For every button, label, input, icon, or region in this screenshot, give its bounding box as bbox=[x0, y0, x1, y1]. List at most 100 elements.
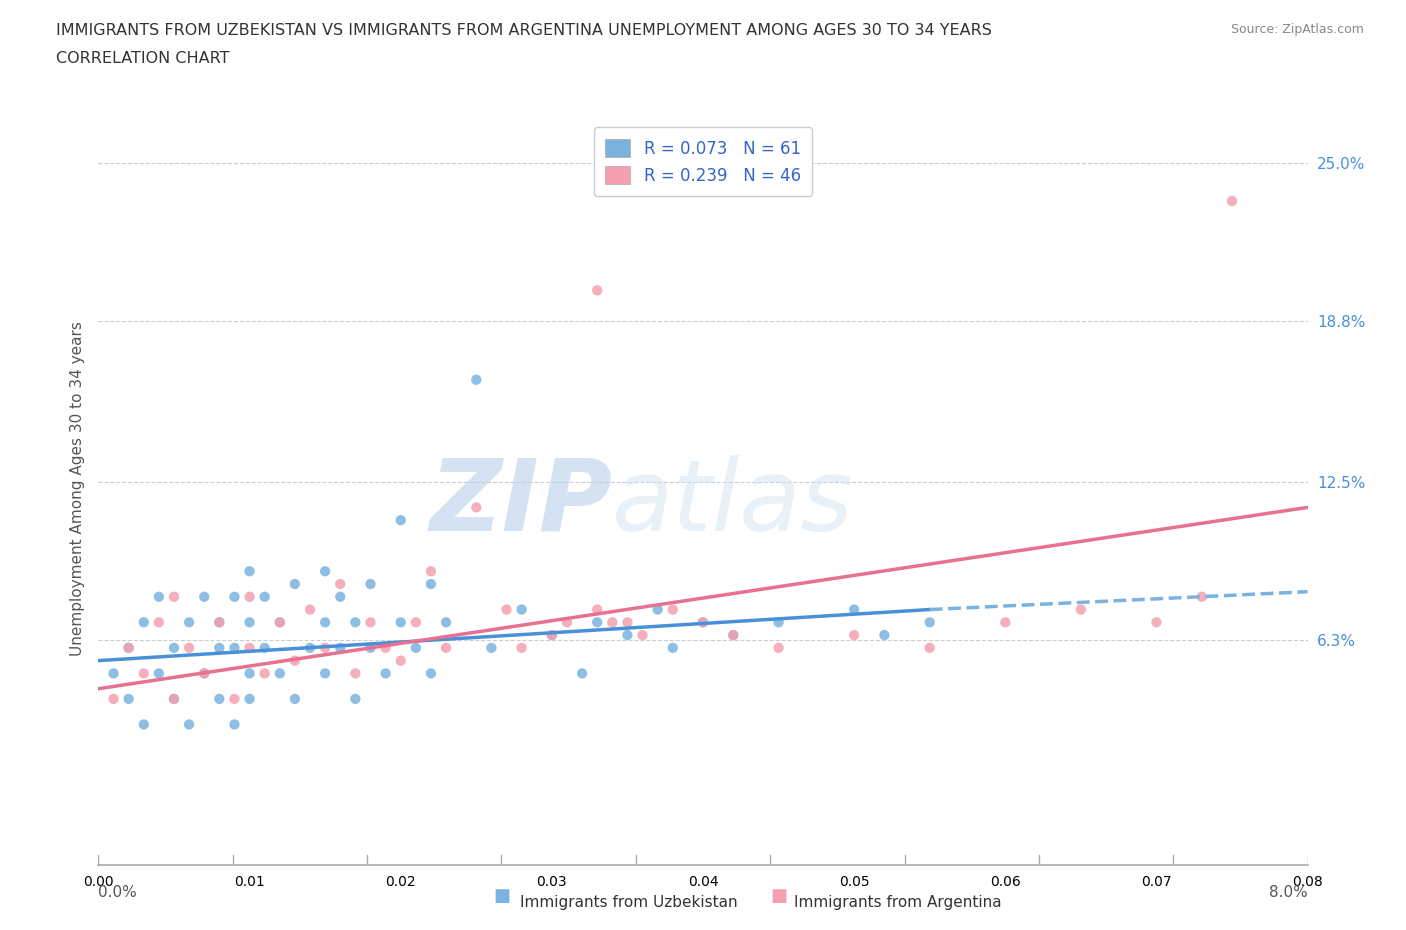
Point bbox=[586, 283, 609, 298]
Point bbox=[918, 641, 941, 656]
Y-axis label: Unemployment Among Ages 30 to 34 years: Unemployment Among Ages 30 to 34 years bbox=[69, 321, 84, 656]
Point bbox=[163, 692, 186, 707]
Point bbox=[284, 692, 307, 707]
Point bbox=[193, 590, 215, 604]
Point bbox=[555, 615, 578, 630]
Point bbox=[299, 602, 322, 617]
Point bbox=[179, 615, 201, 630]
Text: ZIP: ZIP bbox=[429, 455, 613, 551]
Point bbox=[374, 666, 396, 681]
Point bbox=[344, 615, 367, 630]
Point bbox=[420, 577, 443, 591]
Point bbox=[616, 628, 638, 643]
Point bbox=[586, 602, 609, 617]
Point bbox=[434, 641, 457, 656]
Point bbox=[344, 692, 367, 707]
Point bbox=[434, 615, 457, 630]
Point bbox=[179, 641, 201, 656]
Point bbox=[314, 641, 336, 656]
Point bbox=[118, 692, 141, 707]
Point bbox=[208, 641, 231, 656]
Point bbox=[118, 641, 141, 656]
Point bbox=[571, 666, 593, 681]
Point bbox=[692, 615, 714, 630]
Point bbox=[510, 641, 533, 656]
Point bbox=[360, 577, 382, 591]
Point bbox=[239, 692, 262, 707]
Point bbox=[389, 653, 412, 668]
Point bbox=[844, 628, 866, 643]
Legend: R = 0.073   N = 61, R = 0.239   N = 46: R = 0.073 N = 61, R = 0.239 N = 46 bbox=[593, 127, 813, 196]
Point bbox=[540, 628, 562, 643]
Point bbox=[148, 666, 170, 681]
Point bbox=[179, 717, 201, 732]
Point bbox=[692, 615, 714, 630]
Point bbox=[193, 666, 215, 681]
Point bbox=[239, 666, 262, 681]
Point bbox=[148, 590, 170, 604]
Point bbox=[224, 590, 246, 604]
Point bbox=[1146, 615, 1168, 630]
Point bbox=[269, 615, 291, 630]
Point bbox=[148, 615, 170, 630]
Point bbox=[389, 512, 412, 527]
Text: Immigrants from Uzbekistan: Immigrants from Uzbekistan bbox=[520, 895, 738, 910]
Point bbox=[768, 615, 790, 630]
Point bbox=[239, 564, 262, 578]
Point bbox=[405, 641, 427, 656]
Point bbox=[495, 602, 517, 617]
Point bbox=[208, 615, 231, 630]
Point bbox=[723, 628, 745, 643]
Point bbox=[299, 641, 322, 656]
Point bbox=[540, 628, 562, 643]
Point bbox=[602, 615, 624, 630]
Text: CORRELATION CHART: CORRELATION CHART bbox=[56, 51, 229, 66]
Point bbox=[768, 641, 790, 656]
Text: Source: ZipAtlas.com: Source: ZipAtlas.com bbox=[1230, 23, 1364, 36]
Point bbox=[253, 590, 276, 604]
Text: IMMIGRANTS FROM UZBEKISTAN VS IMMIGRANTS FROM ARGENTINA UNEMPLOYMENT AMONG AGES : IMMIGRANTS FROM UZBEKISTAN VS IMMIGRANTS… bbox=[56, 23, 993, 38]
Point bbox=[661, 602, 683, 617]
Point bbox=[1220, 193, 1243, 208]
Text: atlas: atlas bbox=[613, 455, 853, 551]
Point bbox=[586, 615, 609, 630]
Point bbox=[103, 692, 125, 707]
Point bbox=[420, 666, 443, 681]
Point bbox=[132, 717, 155, 732]
Point bbox=[647, 602, 669, 617]
Point bbox=[224, 641, 246, 656]
Point bbox=[420, 564, 443, 578]
Point bbox=[465, 500, 488, 515]
Point bbox=[844, 602, 866, 617]
Point bbox=[132, 666, 155, 681]
Point bbox=[1191, 590, 1213, 604]
Point bbox=[163, 590, 186, 604]
Point bbox=[873, 628, 896, 643]
Point bbox=[284, 577, 307, 591]
Point bbox=[360, 641, 382, 656]
Point bbox=[118, 641, 141, 656]
Point bbox=[481, 641, 503, 656]
Point bbox=[269, 615, 291, 630]
Point bbox=[1070, 602, 1092, 617]
Point bbox=[239, 641, 262, 656]
Point bbox=[163, 641, 186, 656]
Point bbox=[314, 564, 336, 578]
Point bbox=[224, 692, 246, 707]
Point bbox=[163, 692, 186, 707]
Point bbox=[269, 666, 291, 681]
Point bbox=[360, 615, 382, 630]
Point bbox=[329, 641, 352, 656]
Point bbox=[918, 615, 941, 630]
Point bbox=[224, 717, 246, 732]
Point bbox=[329, 577, 352, 591]
Point bbox=[344, 666, 367, 681]
Point bbox=[314, 666, 336, 681]
Text: ■: ■ bbox=[770, 887, 787, 905]
Point bbox=[193, 666, 215, 681]
Text: ■: ■ bbox=[494, 887, 510, 905]
Point bbox=[208, 615, 231, 630]
Point bbox=[405, 615, 427, 630]
Point bbox=[510, 602, 533, 617]
Point bbox=[103, 666, 125, 681]
